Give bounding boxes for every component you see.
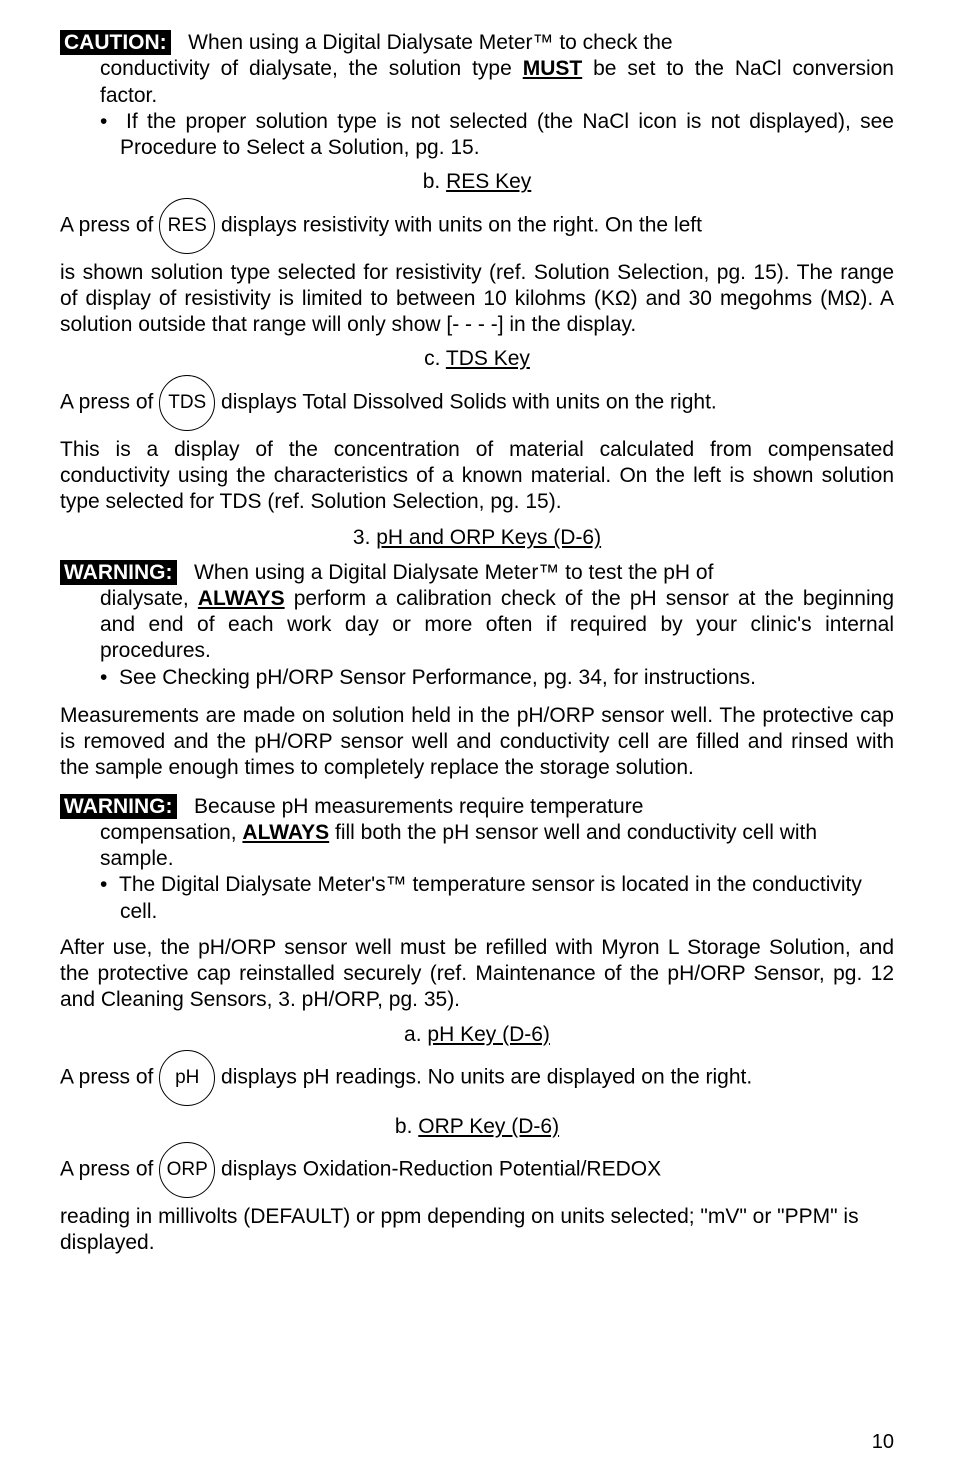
res-line: A press of RES displays resistivity with… [60,198,894,254]
res-title-prefix: b. [423,170,446,193]
ph-line1b: displays pH readings. No units are displ… [215,1065,752,1088]
warning1-line2: dialysate, ALWAYS perform a calibration … [100,586,894,665]
tds-line: A press of TDS displays Total Dissolved … [60,375,894,431]
caution-block: CAUTION: When using a Digital Dialysate … [60,30,894,161]
after-para: After use, the pH/ORP sensor well must b… [60,935,894,1014]
res-title-text: RES Key [446,170,531,193]
warning2-always: ALWAYS [242,821,329,844]
warning1-bullet: • See Checking pH/ORP Sensor Performance… [120,665,894,691]
warning1-always: ALWAYS [198,587,285,610]
phorp-title-text: pH and ORP Keys (D-6) [376,526,601,549]
ph-key-icon: pH [159,1050,215,1106]
orp-title: b. ORP Key (D-6) [60,1114,894,1140]
orp-para: reading in millivolts (DEFAULT) or ppm d… [60,1204,894,1257]
caution-bullet-text: If the proper solution type is not selec… [120,110,894,159]
warning1-block: WARNING: When using a Digital Dialysate … [60,560,894,691]
res-para: is shown solution type selected for resi… [60,260,894,339]
ph-title: a. pH Key (D-6) [60,1022,894,1048]
res-title: b. RES Key [60,169,894,195]
warning2-label: WARNING: [60,794,177,819]
caution-text2: conductivity of dialysate, the solution … [100,57,523,80]
orp-key-icon: ORP [159,1142,215,1198]
phorp-title-prefix: 3. [353,526,376,549]
tds-line1a: A press of [60,390,159,413]
warning1-text2a: dialysate, [100,587,198,610]
warning2-text2a: compensation, [100,821,242,844]
orp-line1b: displays Oxidation-Reduction Potential/R… [215,1158,661,1181]
page-number: 10 [872,1430,894,1455]
res-line1a: A press of [60,213,159,236]
warning2-block: WARNING: Because pH measurements require… [60,794,894,925]
orp-line: A press of ORP displays Oxidation-Reduct… [60,1142,894,1198]
warning1-text1: When using a Digital Dialysate Meter™ to… [194,561,713,584]
meas-para: Measurements are made on solution held i… [60,703,894,782]
tds-key-icon: TDS [159,375,215,431]
res-key-icon: RES [159,198,215,254]
warning1-label: WARNING: [60,560,177,585]
warning2-bullet-text: The Digital Dialysate Meter's™ temperatu… [119,873,862,922]
orp-title-text: ORP Key (D-6) [418,1115,559,1138]
tds-title: c. TDS Key [60,346,894,372]
caution-label: CAUTION: [60,30,171,55]
caution-must: MUST [523,57,583,80]
ph-line1a: A press of [60,1065,159,1088]
warning2-bullet: • The Digital Dialysate Meter's™ tempera… [120,872,894,925]
warning2-line2: compensation, ALWAYS fill both the pH se… [100,820,894,873]
caution-bullet: • If the proper solution type is not sel… [120,109,894,162]
ph-title-prefix: a. [404,1023,427,1046]
ph-line: A press of pH displays pH readings. No u… [60,1050,894,1106]
ph-title-text: pH Key (D-6) [427,1023,550,1046]
orp-title-prefix: b. [395,1115,418,1138]
orp-line1a: A press of [60,1158,159,1181]
tds-line1b: displays Total Dissolved Solids with uni… [215,390,717,413]
caution-line2: conductivity of dialysate, the solution … [100,56,894,109]
phorp-section-title: 3. pH and ORP Keys (D-6) [60,525,894,551]
tds-para: This is a display of the concentration o… [60,437,894,516]
tds-title-text: TDS Key [446,347,530,370]
page: CAUTION: When using a Digital Dialysate … [0,0,954,1475]
warning2-text1: Because pH measurements require temperat… [194,795,643,818]
caution-text1: When using a Digital Dialysate Meter™ to… [188,31,672,54]
warning1-bullet-text: See Checking pH/ORP Sensor Performance, … [119,666,756,689]
res-line1b: displays resistivity with units on the r… [215,213,702,236]
tds-title-prefix: c. [424,347,446,370]
